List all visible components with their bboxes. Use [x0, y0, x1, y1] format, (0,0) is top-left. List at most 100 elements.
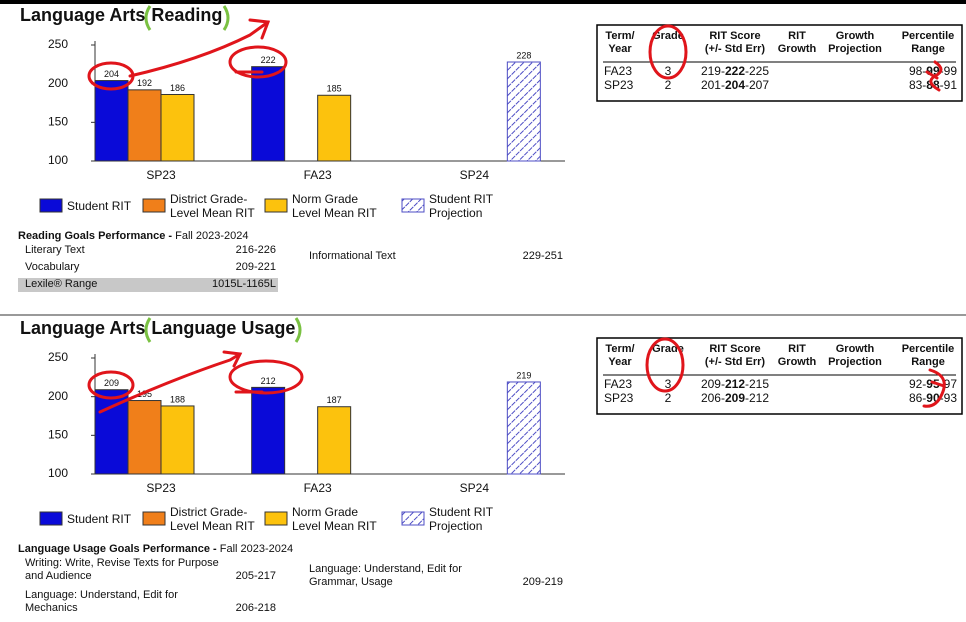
- percentile-part: 83-: [909, 78, 926, 92]
- rit-part: -212: [745, 391, 769, 405]
- goal-range-box: 206-218: [236, 602, 276, 614]
- table-header: (+/- Std Err): [705, 356, 766, 368]
- rit: 201-204-207: [701, 78, 769, 92]
- legend-swatch: [401, 511, 425, 526]
- legend-label-box: Student RIT: [67, 512, 132, 527]
- legend-label: Student RIT: [67, 512, 132, 527]
- legend-swatch: [264, 198, 288, 213]
- grade: 2: [665, 391, 672, 405]
- goal-name: Informational Text: [309, 250, 396, 262]
- goal-range-box: 209-221: [236, 261, 276, 273]
- x-tick-label: SP24: [460, 481, 490, 495]
- bar: [160, 405, 195, 475]
- legend-swatch: [142, 198, 166, 213]
- goals-title: Reading Goals Performance -: [18, 230, 175, 242]
- table-header: Term/: [605, 343, 634, 355]
- legend-label-box: Student RIT Projection: [429, 505, 493, 533]
- y-tick-label: 150: [48, 428, 68, 442]
- table-header: Percentile: [902, 343, 955, 355]
- rit-part: 212: [725, 377, 745, 391]
- goal-name-box: Language: Understand, Edit for Grammar, …: [309, 563, 462, 588]
- legend-label-box: Student RIT: [67, 199, 131, 213]
- table-header: Growth: [836, 30, 875, 42]
- table-border: [596, 337, 963, 415]
- legend-label: Student RIT Projection: [429, 505, 493, 533]
- value-label: 228: [516, 50, 531, 60]
- goal-name-box: Literary Text: [25, 244, 85, 256]
- legend-label-box: Norm Grade Level Mean RIT: [292, 192, 377, 220]
- goal-name: Lexile® Range: [25, 278, 98, 290]
- goals-heading: Language Usage Goals Performance - Fall …: [18, 543, 293, 555]
- table-header: Year: [608, 356, 632, 368]
- goal-name-box: Lexile® Range: [25, 278, 98, 290]
- bar: [127, 89, 162, 162]
- term: SP23: [604, 391, 634, 405]
- goal-range-box: 1015L-1165L: [211, 278, 276, 290]
- goals-heading: Reading Goals Performance - Fall 2023-20…: [18, 230, 249, 242]
- rit-part: -225: [745, 64, 769, 78]
- y-tick-label: 100: [48, 153, 68, 167]
- percentile-part: -93: [940, 391, 958, 405]
- percentile: 92-95-97: [909, 377, 957, 391]
- goal-range: 1015L-1165L: [211, 278, 276, 290]
- value-label: 212: [261, 376, 276, 386]
- legend-swatch: [39, 198, 63, 213]
- goal-range-box: 209-219: [523, 576, 563, 588]
- green-marks: [144, 5, 302, 343]
- goal-name: Writing: Write, Revise Texts for Purpose…: [25, 557, 219, 582]
- x-tick-label: SP23: [146, 168, 176, 182]
- table-header: (+/- Std Err): [705, 43, 766, 55]
- bar: [251, 66, 286, 162]
- goal-name-box: Writing: Write, Revise Texts for Purpose…: [25, 557, 219, 582]
- title: Language Arts: [20, 5, 145, 25]
- highlight-row: [18, 278, 278, 292]
- goals-period: Fall 2023-2024: [175, 230, 248, 242]
- bar: [94, 389, 129, 475]
- goal-name-box: Language: Understand, Edit for Mechanics: [25, 589, 178, 614]
- y-tick-label: 250: [48, 37, 68, 51]
- legend-label: District Grade-Level Mean RIT: [170, 505, 255, 533]
- goal-name-box: Informational Text: [309, 250, 396, 262]
- y-tick-label: 200: [48, 76, 68, 90]
- legend-label: Student RIT Projection: [429, 192, 493, 220]
- x-tick-label: SP23: [146, 481, 176, 495]
- grade: 2: [665, 78, 672, 92]
- grade: 3: [665, 377, 672, 391]
- bar: [317, 406, 352, 475]
- goal-range-box: 216-226: [235, 244, 276, 256]
- rit: 209-212-215: [701, 377, 769, 391]
- table-header: Growth: [778, 356, 817, 368]
- goal-range: 216-226: [235, 244, 276, 256]
- value-label: 187: [327, 395, 342, 405]
- value-label: 209: [104, 378, 119, 388]
- bar: [251, 386, 286, 475]
- grade: 3: [665, 64, 672, 78]
- rit-part: -207: [745, 78, 769, 92]
- legend-swatch: [401, 198, 425, 213]
- rit-part: 204: [725, 78, 745, 92]
- bar: [94, 80, 129, 162]
- bar: [506, 381, 541, 475]
- table-header: Growth: [778, 43, 817, 55]
- percentile-part: 98-: [909, 64, 926, 78]
- table-header: RIT: [788, 343, 806, 355]
- x-tick-label: FA23: [304, 168, 332, 182]
- table-header: Growth: [836, 343, 875, 355]
- legend-label-box: District Grade-Level Mean RIT: [170, 192, 255, 220]
- rit-part: 219-: [701, 64, 725, 78]
- section-title: Language Arts Language Usage: [20, 318, 295, 338]
- y-tick-label: 150: [48, 115, 68, 129]
- goal-name: Literary Text: [25, 244, 85, 256]
- table-header: Percentile: [902, 30, 955, 42]
- subject: Reading: [151, 5, 222, 25]
- table-border: [596, 24, 963, 102]
- bar: [160, 93, 195, 162]
- table-header: Year: [608, 43, 632, 55]
- rit-part: 201-: [701, 78, 725, 92]
- goal-name-box: Vocabulary: [25, 261, 79, 273]
- goal-name: Language: Understand, Edit for Grammar, …: [309, 563, 462, 588]
- rit-part: 222: [725, 64, 745, 78]
- legend-label: District Grade-Level Mean RIT: [170, 192, 255, 220]
- section-title: Language Arts Reading: [20, 5, 222, 25]
